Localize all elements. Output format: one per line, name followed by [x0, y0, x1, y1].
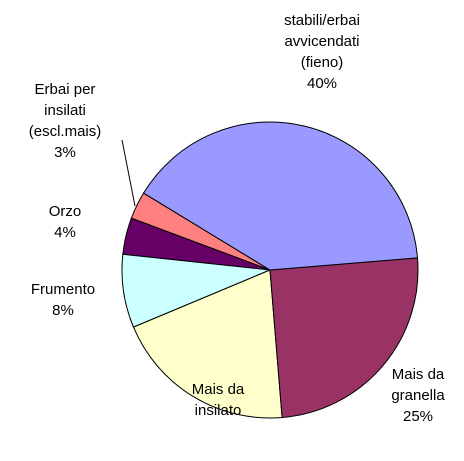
slice-label: Orzo 4% — [49, 201, 82, 243]
pie-slice — [269, 257, 419, 419]
pie-slice — [132, 269, 283, 419]
category-label: Erbai per insilati (escl.mais) — [28, 81, 102, 140]
slice-label: Frumento 8% — [31, 279, 95, 321]
value-label: 8% — [52, 302, 74, 319]
slice-label: Mais da granella 25% — [391, 364, 444, 427]
category-label: Frumento — [30, 281, 96, 298]
value-label: 25% — [402, 408, 434, 425]
category-label: Orzo — [48, 203, 82, 220]
slice-label: stabili/erbai avvicendati (fieno) 40% — [284, 10, 360, 94]
slice-label: Erbai per insilati (escl.mais) 3% — [29, 79, 102, 163]
leader-line — [121, 139, 136, 207]
category-label: Mais da granella — [391, 366, 445, 404]
category-label: stabili/erbai avvicendati (fieno) — [284, 12, 360, 71]
value-label: 4% — [54, 224, 76, 241]
value-label: 40% — [306, 75, 338, 92]
slice-label: Mais da insilato — [192, 379, 245, 421]
value-label: 3% — [54, 144, 76, 161]
pie-slice — [142, 121, 419, 271]
category-label: Mais da insilato — [191, 381, 245, 419]
